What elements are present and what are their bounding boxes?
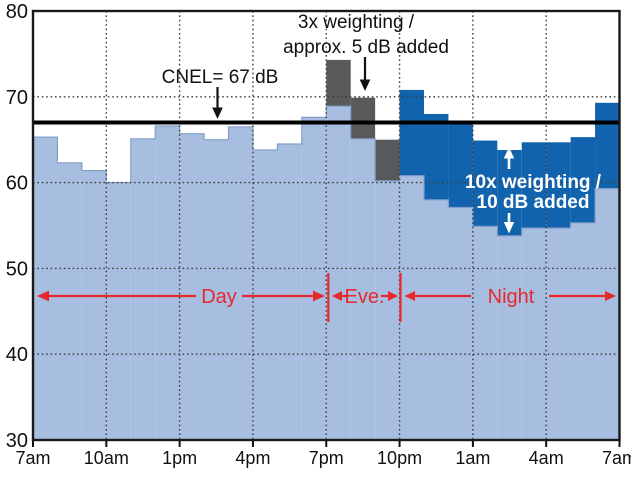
night-weighted-bar-5am [570, 137, 596, 223]
x-tick-label-7pm: 7pm [309, 448, 344, 468]
evening-weighting-label-line2: approx. 5 dB added [283, 37, 449, 58]
hour-bar-base-2pm [204, 139, 229, 440]
hour-bar-base-3pm [228, 126, 253, 440]
cnel-arrow [212, 87, 223, 119]
night-weighted-bar-1am [472, 140, 498, 227]
hour-bar-base-11pm [424, 199, 449, 440]
x-tick-label-7am: 7am [602, 448, 631, 468]
x-tick-label-4am: 4am [529, 448, 564, 468]
y-tick-label-40: 40 [6, 344, 28, 366]
evening-weighting-label-line1: 3x weighting / [298, 12, 415, 33]
evening-weighted-bar-7pm [326, 59, 351, 107]
night-weighting-up-arrow [503, 147, 515, 169]
hour-bar-base-7pm [326, 106, 351, 440]
evening-weighted-bar-9pm [375, 139, 400, 181]
hour-bar-base-8pm [350, 138, 376, 441]
x-tick-label-4pm: 4pm [235, 448, 270, 468]
night-weighting-label-line1: 10x weighting / [465, 172, 602, 193]
night-period-arrow [404, 291, 616, 301]
night-weighting-label-line2: 10 dB added [477, 192, 590, 213]
y-axis-labels: 30 40 50 60 70 80 [6, 1, 28, 452]
hour-bar-base-2am [497, 235, 522, 440]
plot-border [31, 9, 621, 442]
x-tick-label-10pm: 10pm [377, 448, 422, 468]
evening-period-label: Eve. [344, 286, 384, 308]
hour-bar-base-5am [570, 222, 596, 440]
hour-bar-base-1pm [179, 133, 205, 440]
y-tick-label-30: 30 [6, 430, 28, 452]
y-tick-label-50: 50 [6, 258, 28, 280]
night-weighted-bar-11pm [424, 113, 449, 200]
x-tick-label-1am: 1am [455, 448, 490, 468]
x-tick-label-7am: 7am [15, 448, 50, 468]
hour-bar-base-12pm [155, 125, 180, 441]
annotations: 3x weighting / approx. 5 dB added CNEL= … [37, 12, 616, 322]
night-weighting-down-arrow [503, 213, 515, 234]
hour-bar-base-9am [81, 170, 107, 440]
gridlines [33, 11, 620, 440]
hour-bar-base-11am [130, 138, 156, 441]
hour-bar-base-5pm [277, 143, 302, 441]
cnel-label: CNEL= 67 dB [162, 67, 279, 88]
night-weighted-bar-10pm [399, 89, 424, 176]
y-tick-label-60: 60 [6, 173, 28, 195]
hour-bar-base-10pm [399, 175, 424, 440]
y-tick-label-70: 70 [6, 87, 28, 109]
hour-bar-base-7am [33, 137, 58, 440]
night-weighted-bar-4am [546, 142, 571, 229]
hour-bar-base-8am [57, 162, 82, 440]
evening-period-arrow [332, 291, 398, 301]
hour-bar-base-9pm [375, 180, 400, 440]
x-tick-label-1pm: 1pm [162, 448, 197, 468]
night-weighted-bar-12am [448, 121, 473, 208]
evening-weighted-bar-8pm [350, 97, 376, 139]
hour-bar-base-12am [448, 207, 473, 440]
x-axis-ticks [32, 441, 621, 447]
night-weighted-bar-6am [595, 102, 620, 189]
night-weighted-bar-3am [521, 142, 547, 229]
hour-bar-base-3am [521, 228, 547, 440]
hour-bar-base-6am [595, 188, 620, 440]
hour-bar-base-4am [546, 228, 571, 440]
x-tick-label-10am: 10am [84, 448, 129, 468]
day-period-arrow [37, 290, 325, 302]
day-period-label: Day [201, 286, 237, 308]
hour-bar-base-1am [472, 226, 498, 440]
evening-weighting-arrow [359, 57, 371, 91]
night-period-label: Night [488, 286, 535, 308]
hourly-bars [33, 59, 620, 441]
hour-bar-base-10am [106, 182, 131, 440]
hour-bar-base-6pm [301, 117, 327, 440]
x-axis-labels: 7am 10am 1pm 4pm 7pm 10pm 1am 4am 7am [15, 448, 631, 468]
y-tick-label-80: 80 [6, 1, 28, 23]
